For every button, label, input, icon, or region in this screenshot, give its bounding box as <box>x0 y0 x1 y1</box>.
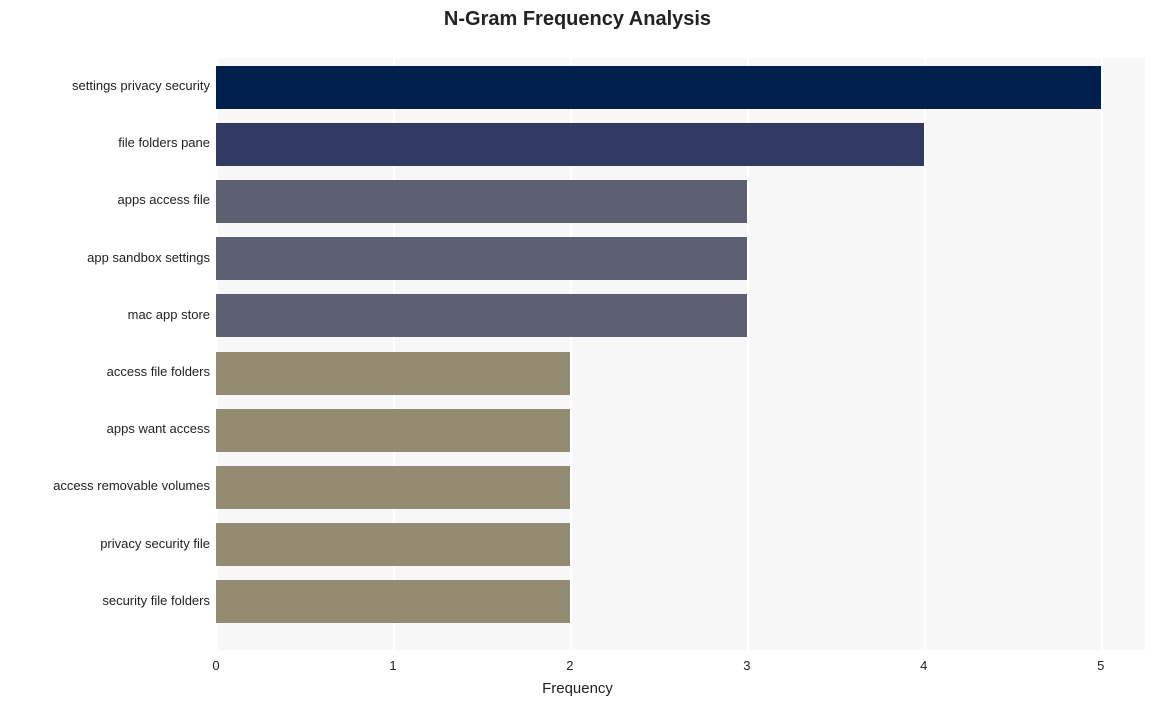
x-tick-label: 4 <box>920 658 927 673</box>
y-tick-label: access removable volumes <box>0 478 210 493</box>
bar <box>216 294 747 337</box>
y-tick-label: access file folders <box>0 364 210 379</box>
y-tick-label: privacy security file <box>0 536 210 551</box>
y-tick-label: app sandbox settings <box>0 250 210 265</box>
x-tick-label: 1 <box>389 658 396 673</box>
y-tick-label: apps access file <box>0 192 210 207</box>
bar <box>216 523 570 566</box>
x-tick-label: 3 <box>743 658 750 673</box>
chart-title: N-Gram Frequency Analysis <box>0 8 1155 31</box>
x-tick-label: 0 <box>212 658 219 673</box>
gridline <box>924 36 926 650</box>
ngram-frequency-chart: N-Gram Frequency Analysis Frequency sett… <box>0 0 1155 701</box>
bar <box>216 409 570 452</box>
plot-area <box>216 36 1145 650</box>
row-band <box>216 630 1145 650</box>
bar <box>216 580 570 623</box>
y-tick-label: apps want access <box>0 421 210 436</box>
y-tick-label: mac app store <box>0 307 210 322</box>
x-tick-label: 5 <box>1097 658 1104 673</box>
x-axis-label: Frequency <box>0 680 1155 697</box>
bar <box>216 123 924 166</box>
bar <box>216 180 747 223</box>
x-tick-label: 2 <box>566 658 573 673</box>
y-tick-label: settings privacy security <box>0 78 210 93</box>
bar <box>216 352 570 395</box>
bar <box>216 466 570 509</box>
gridline <box>1101 36 1103 650</box>
bar <box>216 237 747 280</box>
bar <box>216 66 1101 109</box>
y-tick-label: security file folders <box>0 593 210 608</box>
y-tick-label: file folders pane <box>0 135 210 150</box>
